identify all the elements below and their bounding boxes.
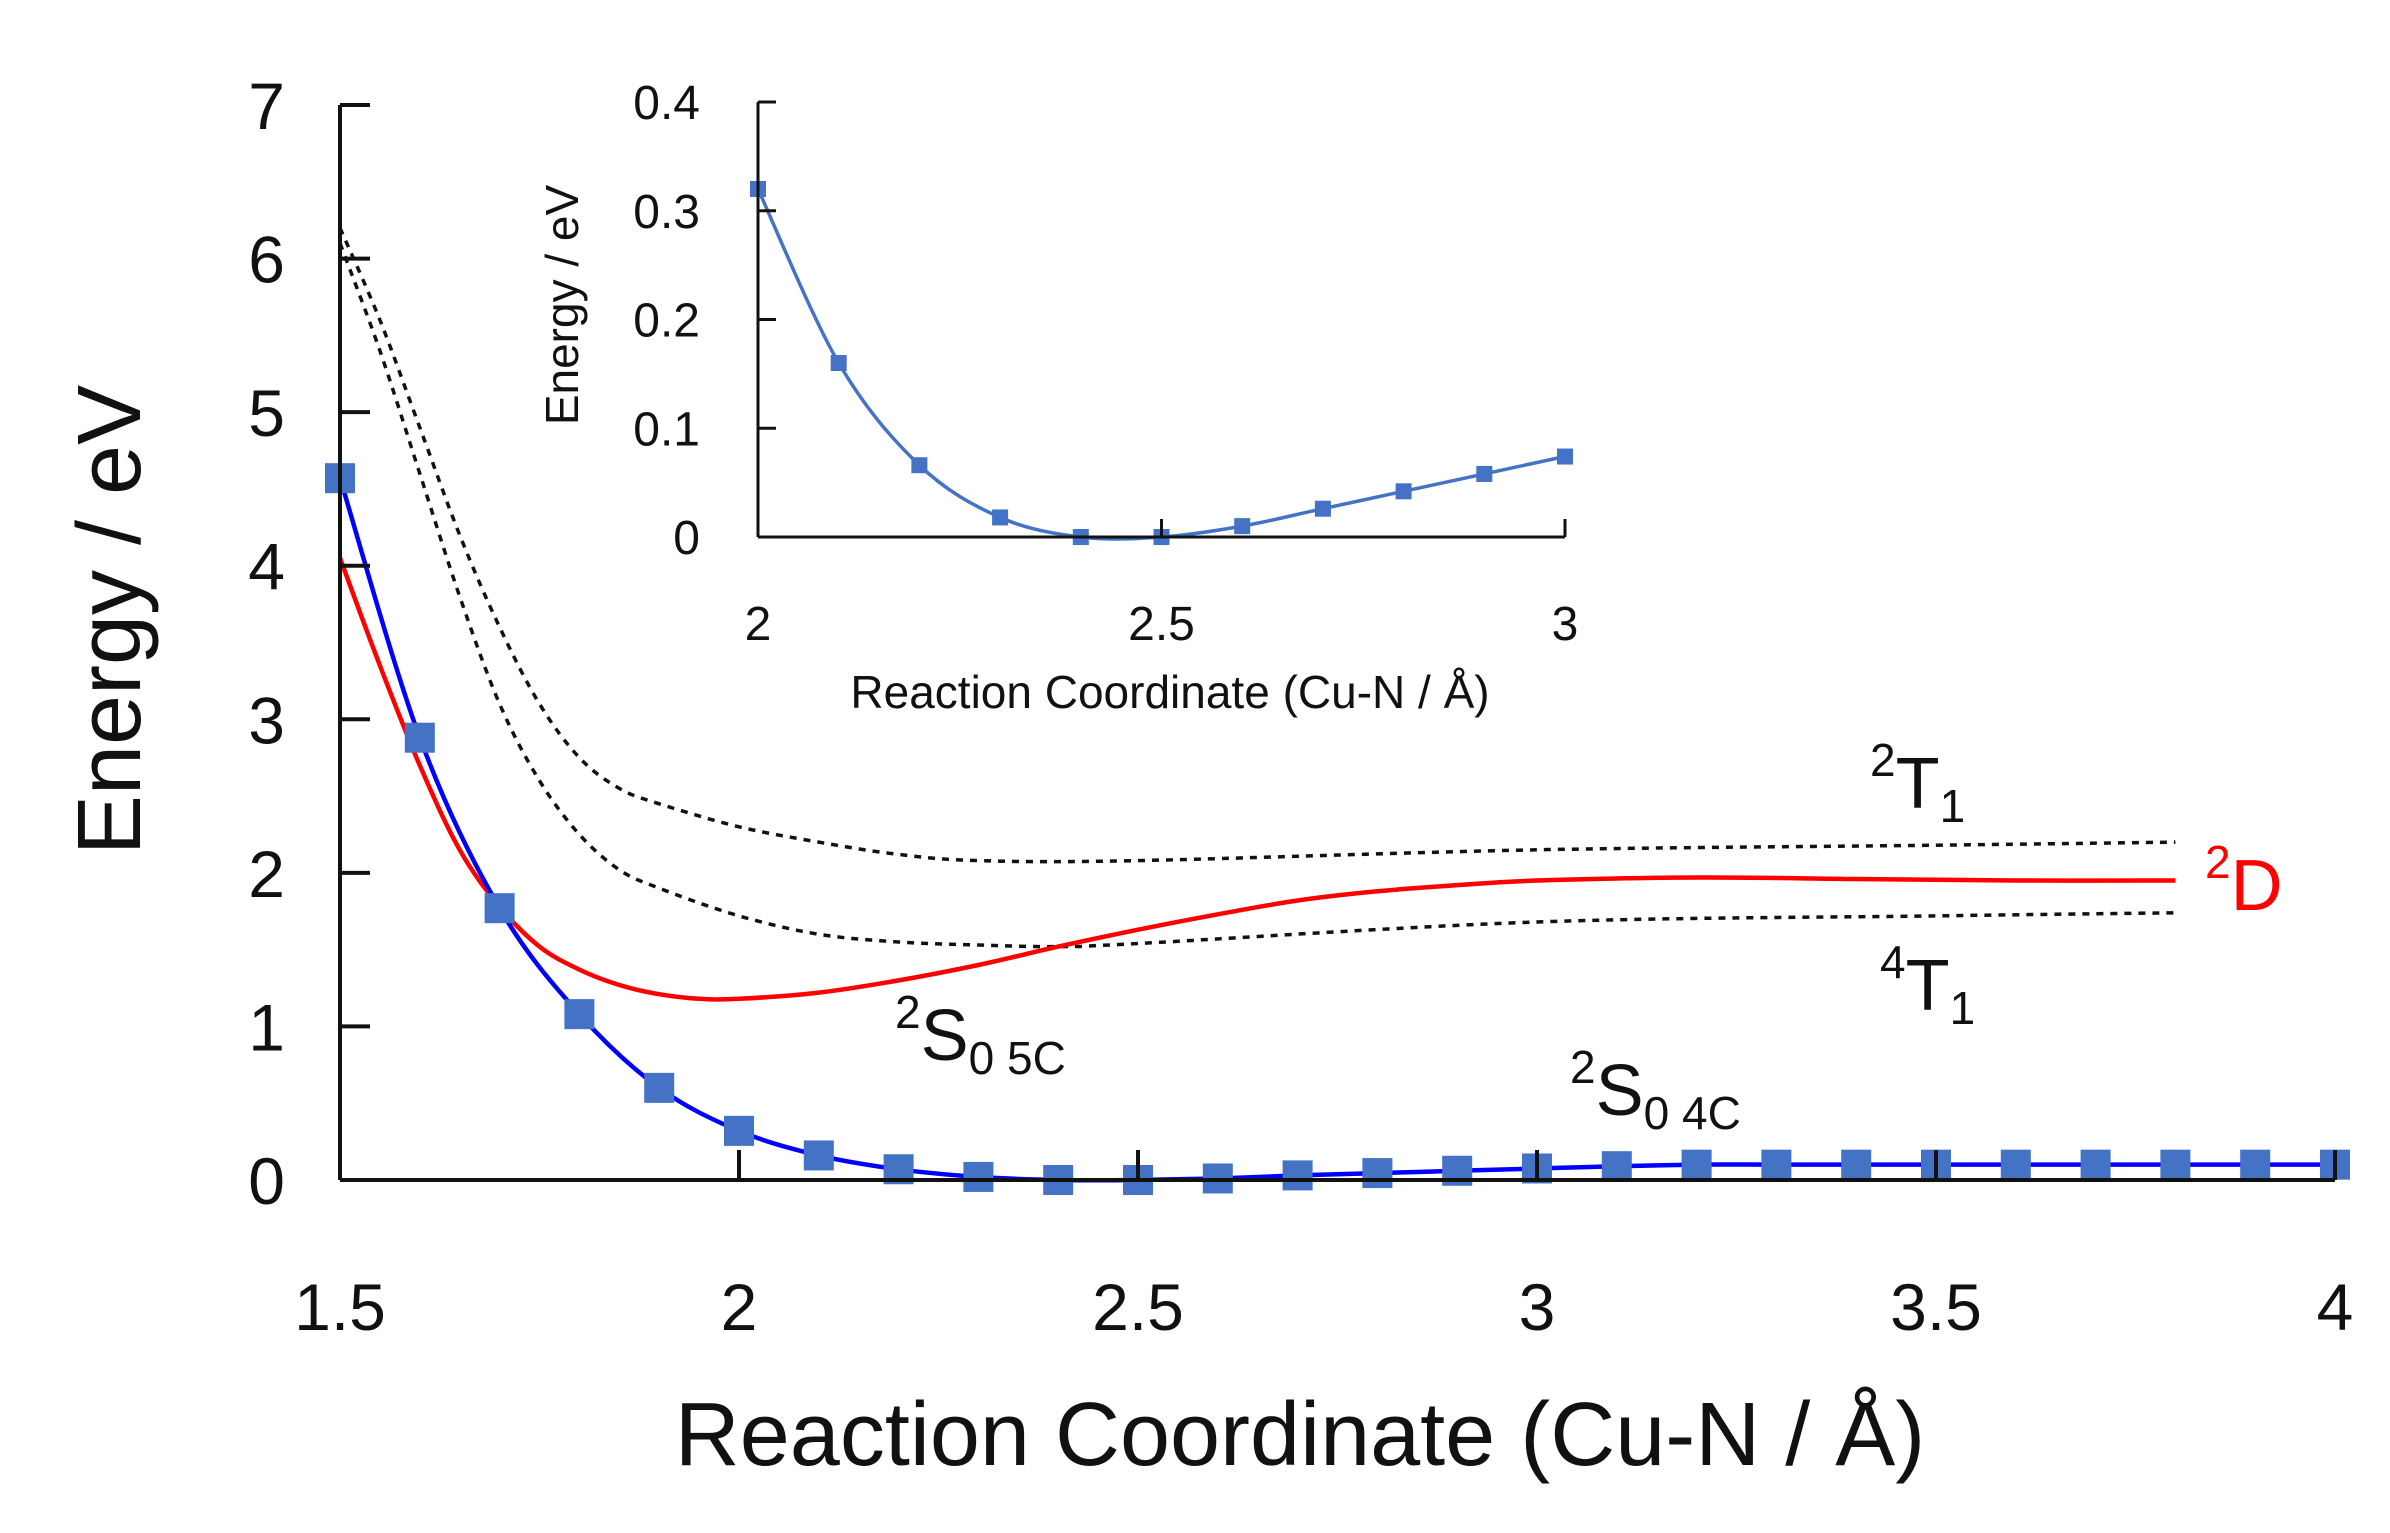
- inset-series-marker: [1234, 518, 1251, 535]
- inset-y-tick-label: 0: [673, 512, 700, 565]
- series-marker-2S0-4C: [2240, 1149, 2271, 1180]
- inset-x-tick-label: 2.5: [1128, 598, 1195, 651]
- series-marker-2S0-4C: [803, 1140, 834, 1171]
- label-4T1: 4T1: [1880, 936, 1975, 1034]
- inset-y-tick-label: 0.3: [633, 186, 700, 239]
- series-marker-2S0-4C: [2080, 1149, 2111, 1180]
- inset-axes: [756, 100, 1567, 539]
- label-2T1-base: 2: [1870, 734, 1896, 786]
- main-y-tick-label: 1: [248, 990, 285, 1064]
- inset-x-tick-label: 2: [745, 598, 772, 651]
- label-2D-base: 2: [2205, 836, 2231, 888]
- main-y-tick-label: 7: [248, 69, 285, 143]
- main-y-tick-label: 3: [248, 683, 285, 757]
- inset-series-marker: [992, 509, 1009, 526]
- label-2T1-sub: 1: [1940, 780, 1966, 832]
- main-x-tick-label: 4: [2317, 1270, 2354, 1344]
- main-x-tick-label: 2.5: [1092, 1270, 1184, 1344]
- series-marker-2S0-4C: [724, 1115, 754, 1146]
- label-4T1-main: T: [1906, 946, 1950, 1026]
- series-marker-2S0-4C: [1761, 1149, 1792, 1180]
- series-marker-2S0-4C: [484, 893, 515, 924]
- main-y-tick-label: 6: [248, 223, 285, 297]
- series-marker-2S0-4C: [1681, 1149, 1712, 1180]
- main-x-tick-label: 1.5: [294, 1270, 386, 1344]
- inset-series-marker: [911, 457, 928, 474]
- inset-series-marker: [1314, 500, 1331, 517]
- inset-y-tick-label: 0.4: [633, 77, 700, 130]
- main-x-axis-title: Reaction Coordinate (Cu-N / Å): [675, 1385, 1926, 1485]
- label-2S0-5C-main: S: [921, 996, 969, 1076]
- series-marker-2S0-4C: [1841, 1149, 1872, 1180]
- label-2D-main: D: [2231, 846, 2283, 926]
- inset-x-axis-title: Reaction Coordinate (Cu-N / Å): [850, 666, 1489, 718]
- inset-series-line: [756, 188, 1566, 541]
- series-line-2T1: [338, 227, 2176, 864]
- main-y-tick-label: 2: [248, 837, 285, 911]
- label-2S0-4C: 2S0 4C: [1570, 1041, 1741, 1139]
- label-2S0-4C-base: 2: [1570, 1041, 1596, 1093]
- series-marker-2S0-4C: [1282, 1160, 1313, 1191]
- series-marker-2S0-4C: [1362, 1158, 1393, 1189]
- main-x-tick-label: 2: [721, 1270, 758, 1344]
- main-axes: [338, 103, 2337, 1182]
- series-line-2S0-4C: [337, 477, 2335, 1183]
- main-y-tick-label: 4: [248, 530, 285, 604]
- inset-chart: 0 0.1 0.2 0.3 0.4 2 2.5 3 Reaction Coordinate (…: [536, 77, 1578, 718]
- inset-y-axis-title: Energy / eV: [536, 185, 588, 426]
- inset-series-layer: [750, 181, 1573, 545]
- series-line-4T1: [338, 242, 2176, 949]
- series-marker-2S0-4C: [2160, 1149, 2191, 1180]
- main-y-tick-label: 0: [248, 1144, 285, 1218]
- series-marker-2S0-4C: [404, 722, 435, 753]
- main-x-tick-label: 3.5: [1890, 1270, 1982, 1344]
- inset-series-marker: [830, 355, 847, 371]
- label-2S0-5C-sub: 0 5C: [969, 1032, 1066, 1084]
- series-marker-2S0-4C: [1601, 1151, 1632, 1182]
- inset-series-marker: [1395, 483, 1412, 500]
- label-2S0-4C-main: S: [1596, 1051, 1644, 1131]
- main-y-axis-title: Energy / eV: [60, 385, 160, 855]
- label-2S0-5C-base: 2: [895, 986, 921, 1038]
- inset-y-tick-label: 0.1: [633, 403, 700, 456]
- label-2S0-5C: 2S0 5C: [895, 986, 1066, 1084]
- series-marker-2S0-4C: [644, 1072, 675, 1103]
- inset-y-tick-label: 0.2: [633, 295, 700, 348]
- inset-x-tick-label: 3: [1552, 598, 1579, 651]
- label-4T1-base: 4: [1880, 936, 1906, 988]
- series-marker-2S0-4C: [2000, 1149, 2031, 1180]
- series-marker-2S0-4C: [564, 999, 595, 1030]
- main-y-tick-label: 5: [248, 376, 285, 450]
- label-2D: 2D: [2205, 836, 2283, 926]
- label-2T1: 2T1: [1870, 734, 1965, 832]
- main-x-tick-label: 3: [1519, 1270, 1556, 1344]
- inset-series-marker: [1557, 448, 1573, 465]
- series-marker-2S0-4C: [963, 1161, 994, 1192]
- label-2T1-main: T: [1896, 744, 1940, 824]
- label-2S0-4C-sub: 0 4C: [1644, 1087, 1741, 1139]
- label-4T1-sub: 1: [1950, 982, 1976, 1034]
- inset-series-marker: [1476, 465, 1493, 482]
- inset-tick-labels: 0 0.1 0.2 0.3 0.4 2 2.5 3: [633, 77, 1578, 651]
